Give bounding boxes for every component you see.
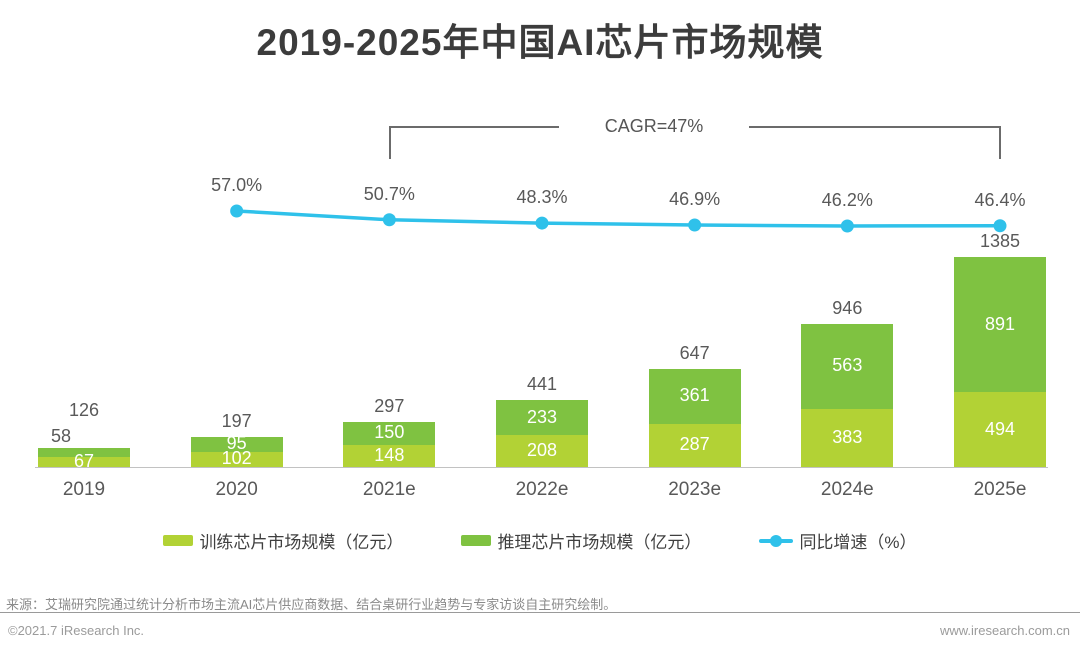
bar-segment-inference (343, 421, 436, 445)
growth-point (688, 218, 702, 232)
x-axis-label: 2023e (668, 479, 722, 500)
bar-segment-training (801, 408, 894, 467)
page-title: 2019-2025年中国AI芯片市场规模 (256, 22, 824, 63)
bar-segment-training (343, 444, 436, 467)
source-note: 来源：艾瑞研究院通过统计分析市场主流AI芯片供应商数据、结合桌研行业趋势与专家访… (0, 594, 1080, 613)
growth-pct-label: 46.4% (974, 189, 1026, 210)
legend-label-training: 训练芯片市场规模（亿元） (199, 533, 404, 552)
bar-segment-inference (648, 368, 741, 424)
bar-total-label: 441 (526, 374, 558, 395)
growth-pct-label: 50.7% (363, 183, 415, 204)
bar-value-label-training: 494 (984, 418, 1016, 439)
bar-total-label: 1385 (979, 231, 1021, 252)
growth-pct-label: 46.2% (821, 190, 873, 210)
legend-label-inference: 推理芯片市场规模（亿元） (497, 533, 702, 552)
bar-value-label-training: 67 (73, 450, 95, 471)
bracket-right-line (749, 126, 1001, 128)
legend: 训练芯片市场规模（亿元） 推理芯片市场规模（亿元） 同比增速（%） (0, 528, 1080, 553)
bar-segment-training (190, 451, 283, 467)
legend-item-growth: 同比增速（%） (759, 528, 917, 553)
bar-segment-training (954, 392, 1046, 467)
bar-value-label-inference: 891 (984, 313, 1016, 334)
growth-point (840, 219, 854, 233)
growth-line-icon (759, 534, 794, 547)
bracket-right-tick (999, 126, 1001, 159)
x-axis-label: 2020 (215, 479, 258, 500)
bar-segment-inference (190, 437, 283, 452)
bar-value-label-training: 102 (221, 448, 252, 469)
bar-value-label-inference: 233 (526, 406, 558, 427)
x-axis-label: 2019 (62, 479, 106, 500)
x-axis-line (35, 467, 1048, 468)
bar-value-label-training: 208 (526, 440, 558, 461)
x-axis-label: 2025e (973, 479, 1027, 500)
footer-copyright: ©2021.7 iResearch Inc. (8, 623, 145, 638)
growth-dot-icon (770, 534, 783, 547)
growth-point (230, 204, 244, 218)
legend-label-growth: 同比增速（%） (799, 533, 917, 552)
growth-pct-label: 57.0% (211, 174, 263, 195)
bar-segment-inference (496, 400, 588, 436)
growth-point (535, 216, 549, 230)
growth-pct-label: 46.9% (669, 189, 721, 210)
bar-value-label-inference: 361 (679, 385, 710, 406)
bar-segment-training (38, 456, 130, 467)
legend-item-inference: 推理芯片市场规模（亿元） (461, 528, 701, 553)
growth-line-path (236, 209, 1001, 228)
bar-total-label: 946 (832, 297, 863, 318)
inference-swatch-icon (461, 535, 492, 546)
bar-segment-inference (38, 448, 130, 457)
bracket-left-tick (389, 126, 391, 159)
cagr-annotation: CAGR=47% (389, 116, 1001, 159)
growth-pct-label: 48.3% (516, 187, 568, 208)
x-axis-label: 2021e (362, 479, 416, 500)
bar-total-label: 126 (68, 400, 100, 421)
footer-url: www.iresearch.com.cn (939, 623, 1070, 638)
bar-segment-inference (954, 257, 1046, 393)
x-axis-label: 2024e (820, 479, 874, 500)
bar-value-label-inference: 150 (374, 422, 405, 443)
bar-segment-training (648, 423, 741, 467)
bar-total-label: 297 (374, 395, 405, 416)
bar-value-label-inference: 563 (832, 355, 863, 376)
bar-value-label-inference: 95 (226, 433, 247, 454)
bar-value-label-inference: 58 (50, 426, 72, 447)
x-axis-label: 2022e (515, 479, 569, 500)
bar-total-label: 197 (221, 411, 252, 432)
bar-value-label-training: 287 (679, 434, 710, 455)
bracket-left-line (389, 126, 559, 128)
bar-value-label-training: 148 (374, 444, 405, 465)
legend-item-training: 训练芯片市场规模（亿元） (163, 528, 403, 553)
growth-point (382, 213, 396, 227)
bar-total-label: 647 (679, 342, 710, 363)
bar-segment-inference (801, 323, 894, 409)
bar-value-label-training: 383 (832, 426, 863, 447)
training-swatch-icon (163, 535, 194, 546)
cagr-label: CAGR=47% (561, 116, 747, 137)
bar-segment-training (496, 435, 588, 467)
